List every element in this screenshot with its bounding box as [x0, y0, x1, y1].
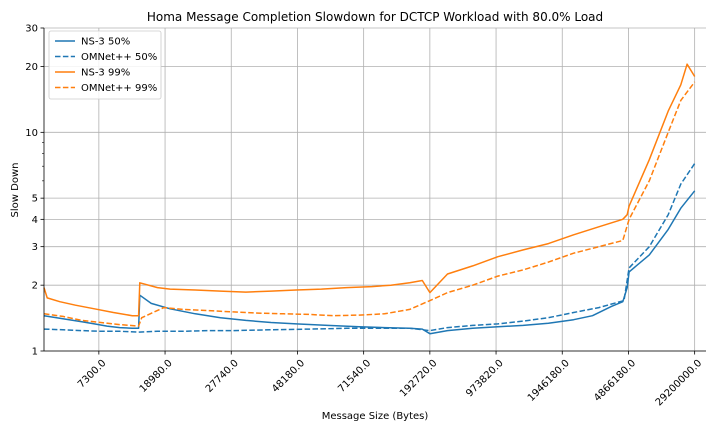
y-tick-label: 20 [25, 62, 38, 73]
legend-label: OMNet++ 99% [81, 83, 157, 94]
series-line-1 [43, 190, 696, 335]
y-tick-label: 3 [32, 242, 38, 253]
legend-label: NS-3 99% [81, 68, 130, 79]
legend-box [48, 30, 162, 100]
y-tick-label: 30 [25, 24, 38, 35]
series-line-3 [43, 63, 696, 317]
axes [43, 28, 706, 352]
y-tick-label: 4 [32, 215, 38, 226]
chart-title: Homa Message Completion Slowdown for DCT… [147, 10, 603, 24]
y-tick-label: 10 [25, 128, 38, 139]
y-tick-label: 2 [32, 281, 38, 292]
legend-label: OMNet++ 50% [81, 52, 157, 63]
y-axis-label: Slow Down [10, 163, 21, 218]
legend-label: NS-3 50% [81, 37, 130, 48]
y-tick-label: 1 [32, 347, 38, 358]
x-axis-label: Message Size (Bytes) [322, 411, 429, 422]
series-layer [43, 63, 696, 335]
legend: NS-3 50% OMNet++ 50% NS-3 99% OMNet++ 99% [48, 30, 162, 100]
y-tick-label: 5 [32, 194, 38, 205]
series-line-2 [43, 163, 696, 333]
series-line-4 [43, 81, 696, 327]
